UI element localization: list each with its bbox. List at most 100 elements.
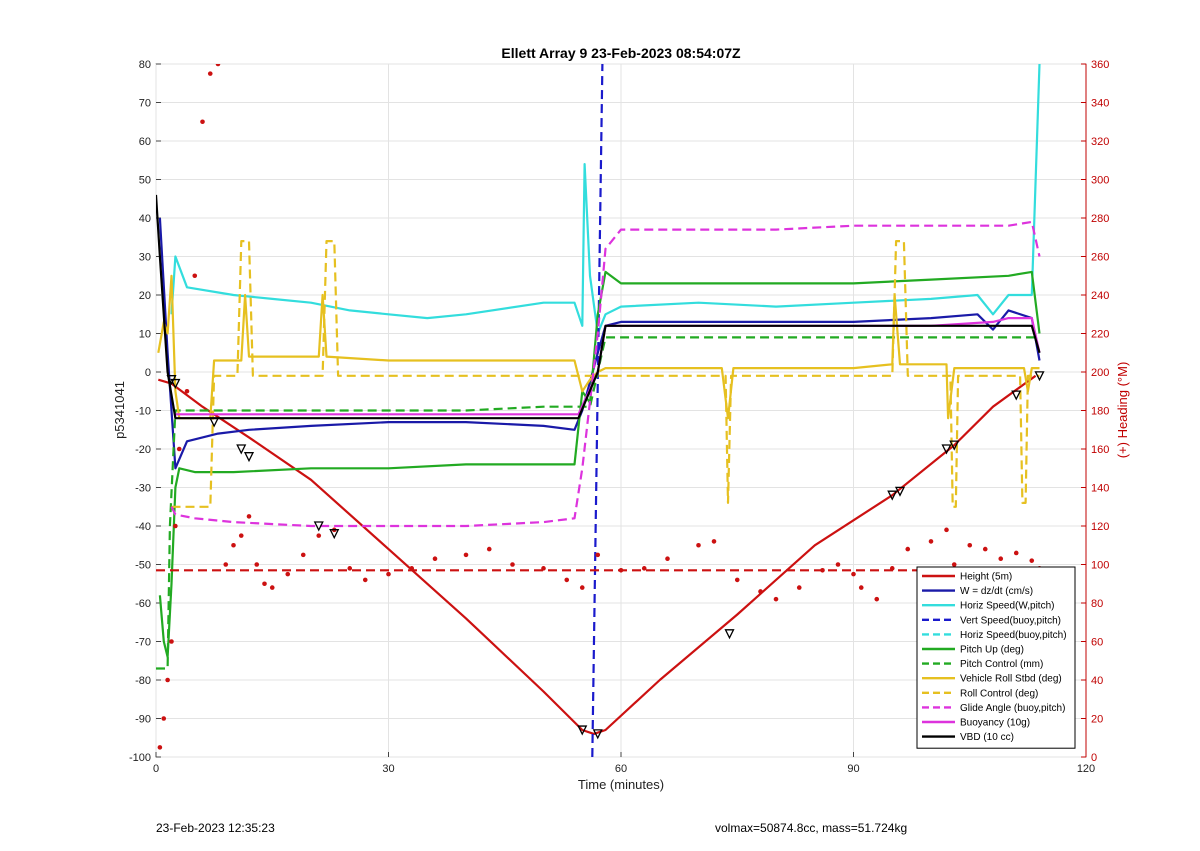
series-line-8 [171, 240, 1040, 508]
series-line-9 [170, 220, 1041, 528]
legend-entry: Glide Angle (buoy,pitch) [960, 703, 1065, 714]
y-tick-label: 10 [139, 329, 151, 341]
heading-point [641, 566, 647, 571]
legend-entry: Horiz Speed(buoy,pitch) [960, 630, 1067, 641]
heading-point [665, 556, 670, 562]
series-line-7 [157, 274, 1040, 420]
y-right-tick-label: 0 [1091, 752, 1097, 764]
heading-point [176, 446, 182, 452]
y-tick-label: 80 [139, 59, 151, 71]
y-right-tick-label: 60 [1091, 637, 1103, 649]
y-axis-label: p5341041 [112, 381, 127, 439]
legend-entry: Roll Control (deg) [960, 688, 1038, 699]
y-tick-label: 0 [145, 367, 151, 379]
y-right-tick-label: 140 [1091, 483, 1109, 495]
x-tick-label: 90 [847, 763, 859, 775]
y-tick-label: -10 [135, 406, 151, 418]
legend: Height (5m) W = dz/dt (cm/s) Horiz Speed(W… [916, 566, 1076, 749]
x-tick-label: 0 [153, 763, 159, 775]
heading-point [835, 562, 841, 567]
waypoint-marker [592, 729, 603, 740]
y-right-tick-label: 80 [1091, 598, 1103, 610]
y-tick-label: 30 [139, 252, 151, 264]
series-line-5 [158, 270, 1041, 659]
heading-point [347, 566, 353, 571]
heading-point [758, 589, 763, 594]
legend-entry: Vert Speed(buoy,pitch) [960, 615, 1061, 626]
heading-point [734, 577, 740, 583]
y-tick-label: -60 [135, 598, 151, 610]
heading-point [951, 562, 957, 567]
heading-point [851, 571, 856, 577]
y-tick-label: 60 [139, 136, 151, 148]
heading-point [982, 546, 988, 552]
waypoint-marker [313, 521, 324, 532]
y-right-tick-label: 300 [1091, 175, 1109, 187]
heading-point [595, 552, 601, 558]
legend-entry: Buoyancy (10g) [960, 718, 1030, 729]
legend-entry: VBD (10 cc) [960, 732, 1014, 743]
y-tick-label: -30 [135, 483, 151, 495]
x-tick-label: 60 [615, 763, 627, 775]
footer-timestamp: 23-Feb-2023 12:35:23 [156, 821, 275, 835]
heading-point [262, 581, 267, 587]
heading-point [386, 571, 391, 577]
heading-point [944, 527, 949, 533]
axes: 0 30 60 90 120-100-90-80-70-60-50-40-30-20-1… [129, 59, 1109, 775]
heading-point [300, 552, 306, 558]
heading-point [200, 119, 205, 125]
y-tick-label: 50 [139, 175, 151, 187]
footer-vehicle-info: volmax=50874.8cc, mass=51.724kg [715, 821, 908, 835]
waypoint-marker [724, 629, 735, 640]
heading-point [858, 585, 864, 590]
x-tick-label: 30 [382, 763, 394, 775]
heading-point [173, 523, 178, 529]
y-right-tick-label: 260 [1091, 252, 1109, 264]
series-line-1 [158, 217, 1041, 470]
waypoint-marker [949, 440, 960, 451]
y-tick-label: -90 [135, 714, 151, 726]
heading-point [510, 562, 515, 567]
waypoint-marker [209, 417, 220, 428]
series-line-2 [170, 64, 1041, 335]
legend-entry: Height (5m) [960, 572, 1012, 583]
heading-point [254, 562, 260, 567]
heading-point [223, 562, 229, 567]
waypoint-marker [887, 490, 898, 501]
heading-point [579, 585, 585, 590]
heading-point [161, 716, 167, 721]
heading-point [874, 596, 880, 602]
heading-point [773, 596, 779, 602]
y-right-tick-label: 340 [1091, 98, 1109, 110]
legend-entry: Pitch Control (mm) [960, 659, 1043, 670]
waypoint-marker [1011, 390, 1022, 401]
heading-point [362, 577, 368, 583]
y-right-tick-label: 240 [1091, 290, 1109, 302]
heading-point [231, 542, 236, 548]
heading-point [246, 514, 252, 519]
y-right-tick-label: 100 [1091, 560, 1109, 572]
y-tick-label: 40 [139, 213, 151, 225]
heading-point [905, 546, 911, 552]
heading-point [696, 542, 701, 548]
heading-point [1029, 558, 1035, 563]
legend-entry: W = dz/dt (cm/s) [960, 586, 1033, 597]
y-right-tick-label: 20 [1091, 714, 1103, 726]
y-right-tick-label: 320 [1091, 136, 1109, 148]
waypoint-marker [577, 725, 588, 736]
heading-point [215, 64, 221, 67]
heading-point [316, 533, 322, 538]
waypoint-marker [894, 486, 906, 497]
y-tick-label: -50 [135, 560, 151, 572]
heading-point [432, 556, 438, 562]
heading-point [967, 542, 973, 548]
heading-point [1013, 550, 1019, 556]
y-right-tick-label: 40 [1091, 675, 1103, 687]
y-tick-label: 70 [139, 98, 151, 110]
heading-point [711, 539, 717, 544]
legend-entry: Pitch Up (deg) [960, 645, 1024, 656]
heading-point [998, 556, 1004, 562]
waypoint-marker [941, 444, 952, 455]
x-tick-label: 120 [1077, 763, 1095, 775]
